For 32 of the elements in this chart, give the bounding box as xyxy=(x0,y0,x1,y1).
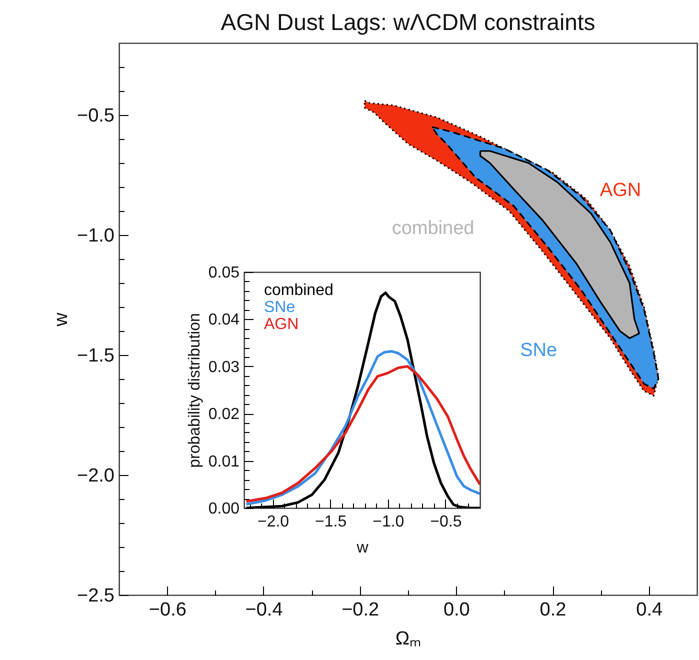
y-axis-title: w xyxy=(50,312,72,328)
x-tick-label: 0.0 xyxy=(443,600,470,620)
y-tick-label: −2.5 xyxy=(76,586,114,606)
x-tick-label: −1.5 xyxy=(315,514,347,530)
y-tick-label: −1.5 xyxy=(76,346,114,366)
y-tick-label: 0.03 xyxy=(208,358,240,376)
text: SNe xyxy=(264,299,296,316)
y-tick-label: 0.04 xyxy=(208,312,240,329)
x-axis-title: Ωₘ xyxy=(395,628,422,650)
x-tick-label: −0.5 xyxy=(430,514,462,530)
chart-title: AGN Dust Lags: wΛCDM constraints xyxy=(220,9,596,35)
y-tick-label: −0.5 xyxy=(76,106,114,126)
x-tick-label: −0.2 xyxy=(342,600,380,620)
text: combined xyxy=(264,282,334,299)
y-tick-label: 0.00 xyxy=(208,500,240,518)
x-tick-label: 0.4 xyxy=(636,600,663,620)
x-axis-title: w xyxy=(356,540,369,556)
x-tick-label: −2.0 xyxy=(257,514,290,530)
x-tick-label: −0.6 xyxy=(148,600,186,620)
y-axis-title: probability distribution xyxy=(186,313,204,468)
y-tick-label: 0.02 xyxy=(208,406,240,424)
text: SNe xyxy=(520,340,558,361)
y-tick-label: 0.05 xyxy=(208,264,240,282)
series-label: AGN xyxy=(600,180,642,201)
y-tick-label: 0.01 xyxy=(208,453,240,470)
y-tick-label: −2.0 xyxy=(76,466,114,486)
text: AGN xyxy=(264,316,299,333)
y-tick-label: −1.0 xyxy=(76,226,114,246)
x-tick-label: 0.2 xyxy=(540,600,566,620)
text: combined xyxy=(392,218,474,239)
x-tick-label: −1.0 xyxy=(372,514,404,530)
x-tick-label: −0.4 xyxy=(245,600,284,620)
